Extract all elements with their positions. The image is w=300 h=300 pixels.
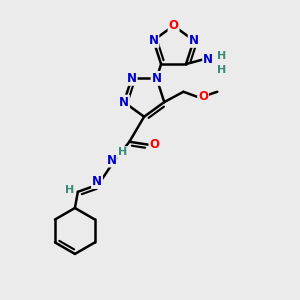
- Text: O: O: [149, 138, 159, 151]
- Text: N: N: [152, 72, 162, 85]
- Text: H: H: [118, 147, 127, 157]
- Text: N: N: [189, 34, 199, 47]
- Text: N: N: [203, 53, 213, 66]
- Text: N: N: [127, 72, 137, 85]
- Text: N: N: [148, 34, 158, 47]
- Text: N: N: [107, 154, 117, 166]
- Text: H: H: [65, 185, 74, 195]
- Text: O: O: [169, 19, 178, 32]
- Text: N: N: [119, 96, 129, 109]
- Text: H: H: [217, 51, 226, 61]
- Text: N: N: [92, 175, 102, 188]
- Text: O: O: [198, 90, 208, 103]
- Text: H: H: [217, 65, 226, 75]
